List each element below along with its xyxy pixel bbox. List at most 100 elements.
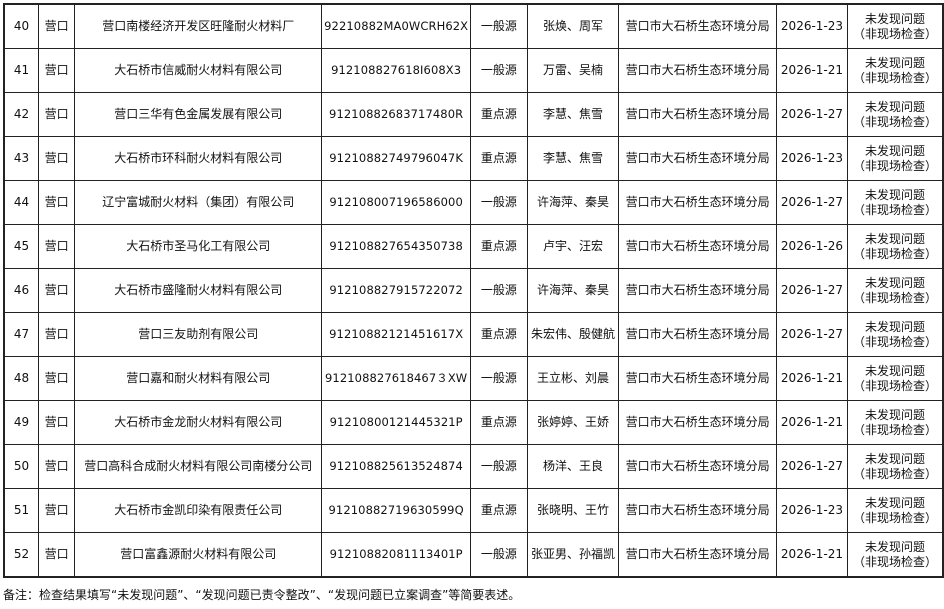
- source-type: 重点源: [470, 312, 528, 357]
- credit-code: 91210882749796047K: [321, 136, 472, 181]
- row-number: 50: [3, 444, 39, 489]
- row-number: 51: [3, 488, 39, 533]
- result-note: （非现场检查）: [852, 510, 937, 525]
- result-text: 未发现问题: [864, 539, 925, 554]
- result-note: （非现场检查）: [852, 246, 937, 261]
- agency: 营口市大石桥生态环境分局: [618, 312, 778, 357]
- inspection-result: 未发现问题 （非现场检查）: [846, 532, 944, 578]
- table-row: 47 营口 营口三友助剂有限公司 91210882121451617X 重点源 朱宏伟、殷…: [3, 312, 944, 357]
- inspection-result: 未发现问题 （非现场检查）: [846, 268, 944, 313]
- result-text: 未发现问题: [864, 451, 925, 466]
- table-row: 46 营口 大石桥市盛隆耐火材料有限公司 912108827915722072 一般源许…: [3, 268, 944, 313]
- city-cell: 营口: [37, 312, 76, 357]
- inspection-date: 2026-1-23: [776, 3, 848, 49]
- result-text: 未发现问题: [864, 231, 925, 246]
- credit-code: 912108827618I608X3: [321, 48, 472, 93]
- row-number: 42: [3, 92, 39, 137]
- source-type: 一般源: [470, 444, 528, 489]
- inspection-result: 未发现问题 （非现场检查）: [846, 312, 944, 357]
- city-cell: 营口: [37, 136, 76, 181]
- inspectors: 卢宇、汪宏: [526, 224, 620, 269]
- inspectors: 张焕、周军: [526, 3, 620, 49]
- table-row: 40 营口 营口南楼经济开发区旺隆耐火材料厂 92210882MA0WCRH62X 一般…: [3, 3, 944, 49]
- city-cell: 营口: [37, 532, 76, 578]
- row-number: 47: [3, 312, 39, 357]
- inspectors: 朱宏伟、殷健航: [526, 312, 620, 357]
- company-name: 大石桥市环科耐火材料有限公司: [74, 136, 323, 181]
- agency: 营口市大石桥生态环境分局: [618, 136, 778, 181]
- credit-code: 91210882121451617X: [321, 312, 472, 357]
- source-type: 一般源: [470, 180, 528, 225]
- inspectors: 张婷婷、王娇: [526, 400, 620, 445]
- company-name: 营口三友助剂有限公司: [74, 312, 323, 357]
- inspectors: 王立彬、刘晨: [526, 356, 620, 401]
- city-cell: 营口: [37, 268, 76, 313]
- result-note: （非现场检查）: [852, 290, 937, 305]
- result-note: （非现场检查）: [852, 422, 937, 437]
- result-text: 未发现问题: [864, 99, 925, 114]
- source-type: 重点源: [470, 224, 528, 269]
- source-type: 一般源: [470, 356, 528, 401]
- table-row: 45 营口 大石桥市圣马化工有限公司 912108827654350738 重点源 卢宇、…: [3, 224, 944, 269]
- inspection-date: 2026-1-26: [776, 224, 848, 269]
- inspection-result: 未发现问题 （非现场检查）: [846, 356, 944, 401]
- result-note: （非现场检查）: [852, 202, 937, 217]
- company-name: 大石桥市金龙耐火材料有限公司: [74, 400, 323, 445]
- table-row: 41 营口 大石桥市信威耐火材料有限公司 912108827618I608X3 一般源万…: [3, 48, 944, 93]
- row-number: 43: [3, 136, 39, 181]
- inspection-result: 未发现问题 （非现场检查）: [846, 488, 944, 533]
- inspection-table: 40 营口 营口南楼经济开发区旺隆耐火材料厂 92210882MA0WCRH62X 一般…: [3, 3, 944, 578]
- result-text: 未发现问题: [864, 407, 925, 422]
- city-cell: 营口: [37, 356, 76, 401]
- inspection-result: 未发现问题 （非现场检查）: [846, 444, 944, 489]
- agency: 营口市大石桥生态环境分局: [618, 444, 778, 489]
- credit-code: 91210882719630599Q: [321, 488, 472, 533]
- city-cell: 营口: [37, 180, 76, 225]
- inspection-result: 未发现问题 （非现场检查）: [846, 92, 944, 137]
- inspection-date: 2026-1-23: [776, 136, 848, 181]
- credit-code: 91210882081113401P: [321, 532, 472, 578]
- result-note: （非现场检查）: [852, 466, 937, 481]
- source-type: 重点源: [470, 136, 528, 181]
- source-type: 重点源: [470, 92, 528, 137]
- inspectors: 李慧、焦雪: [526, 92, 620, 137]
- company-name: 营口高科合成耐火材料有限公司南楼分公司: [74, 444, 323, 489]
- table-row: 52 营口 营口富鑫源耐火材料有限公司 91210882081113401P 一般源 张亚…: [3, 532, 944, 578]
- inspection-date: 2026-1-21: [776, 48, 848, 93]
- result-note: （非现场检查）: [852, 554, 937, 569]
- inspection-date: 2026-1-21: [776, 356, 848, 401]
- city-cell: 营口: [37, 224, 76, 269]
- result-note: （非现场检查）: [852, 26, 937, 41]
- credit-code: 91210800121445321P: [321, 400, 472, 445]
- source-type: 一般源: [470, 3, 528, 49]
- credit-code: 92210882MA0WCRH62X: [321, 3, 472, 49]
- row-number: 41: [3, 48, 39, 93]
- table-row: 43 营口 大石桥市环科耐火材料有限公司 91210882749796047K 重点源李…: [3, 136, 944, 181]
- inspection-date: 2026-1-27: [776, 268, 848, 313]
- result-note: （非现场检查）: [852, 334, 937, 349]
- footnote: 备注：检查结果填写“未发现问题”、“发现问题已责令整改”、“发现问题已立案调查”…: [3, 588, 521, 602]
- inspection-date: 2026-1-27: [776, 180, 848, 225]
- row-number: 48: [3, 356, 39, 401]
- result-text: 未发现问题: [864, 143, 925, 158]
- company-name: 营口三华有色金属发展有限公司: [74, 92, 323, 137]
- inspectors: 杨洋、王良: [526, 444, 620, 489]
- table-row: 42 营口 营口三华有色金属发展有限公司 91210882683717480R 重点源李…: [3, 92, 944, 137]
- source-type: 一般源: [470, 268, 528, 313]
- company-name: 大石桥市金凯印染有限责任公司: [74, 488, 323, 533]
- city-cell: 营口: [37, 488, 76, 533]
- agency: 营口市大石桥生态环境分局: [618, 356, 778, 401]
- table-row: 50 营口 营口高科合成耐火材料有限公司南楼分公司 91210882561352487…: [3, 444, 944, 489]
- credit-code: 912108827618467３XW: [321, 356, 472, 401]
- table-row: 48 营口 营口嘉和耐火材料有限公司 912108827618467３XW 一般源 王立彬…: [3, 356, 944, 401]
- city-cell: 营口: [37, 400, 76, 445]
- company-name: 大石桥市信威耐火材料有限公司: [74, 48, 323, 93]
- inspectors: 万雷、吴楠: [526, 48, 620, 93]
- result-text: 未发现问题: [864, 11, 925, 26]
- table-row: 44 营口 辽宁富城耐火材料（集团）有限公司 912108007196586000 一般…: [3, 180, 944, 225]
- inspectors: 许海萍、秦昊: [526, 268, 620, 313]
- company-name: 大石桥市盛隆耐火材料有限公司: [74, 268, 323, 313]
- company-name: 辽宁富城耐火材料（集团）有限公司: [74, 180, 323, 225]
- result-text: 未发现问题: [864, 319, 925, 334]
- source-type: 一般源: [470, 532, 528, 578]
